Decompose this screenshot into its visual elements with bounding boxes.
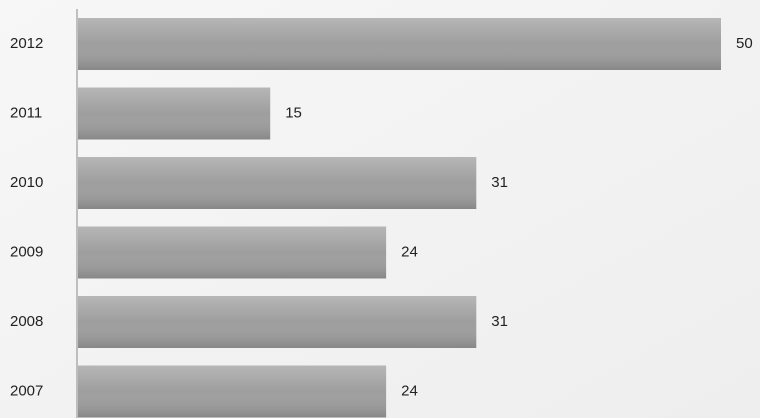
value-label: 31 <box>491 313 508 330</box>
value-label: 24 <box>401 382 418 399</box>
category-label: 2010 <box>10 174 43 191</box>
bar-shade <box>78 18 721 70</box>
value-label: 31 <box>491 174 508 191</box>
chart: 2012 50 2011 15 2010 31 2009 24 2008 31 2007 24 <box>0 0 760 418</box>
value-label: 24 <box>401 243 418 260</box>
bar-shade <box>78 227 386 279</box>
bar-shade <box>78 88 270 140</box>
value-label: 15 <box>285 104 302 121</box>
page: 201250201115201031200924200831200724 (()… <box>0 0 760 418</box>
value-label: 50 <box>736 35 753 52</box>
category-label: 2008 <box>10 313 43 330</box>
bar-shade <box>78 366 386 418</box>
bar-shade <box>78 296 476 348</box>
bar-shade <box>78 157 476 209</box>
category-label: 2007 <box>10 382 43 399</box>
category-label: 2011 <box>10 104 42 121</box>
category-label: 2012 <box>10 35 43 52</box>
category-label: 2009 <box>10 243 43 260</box>
